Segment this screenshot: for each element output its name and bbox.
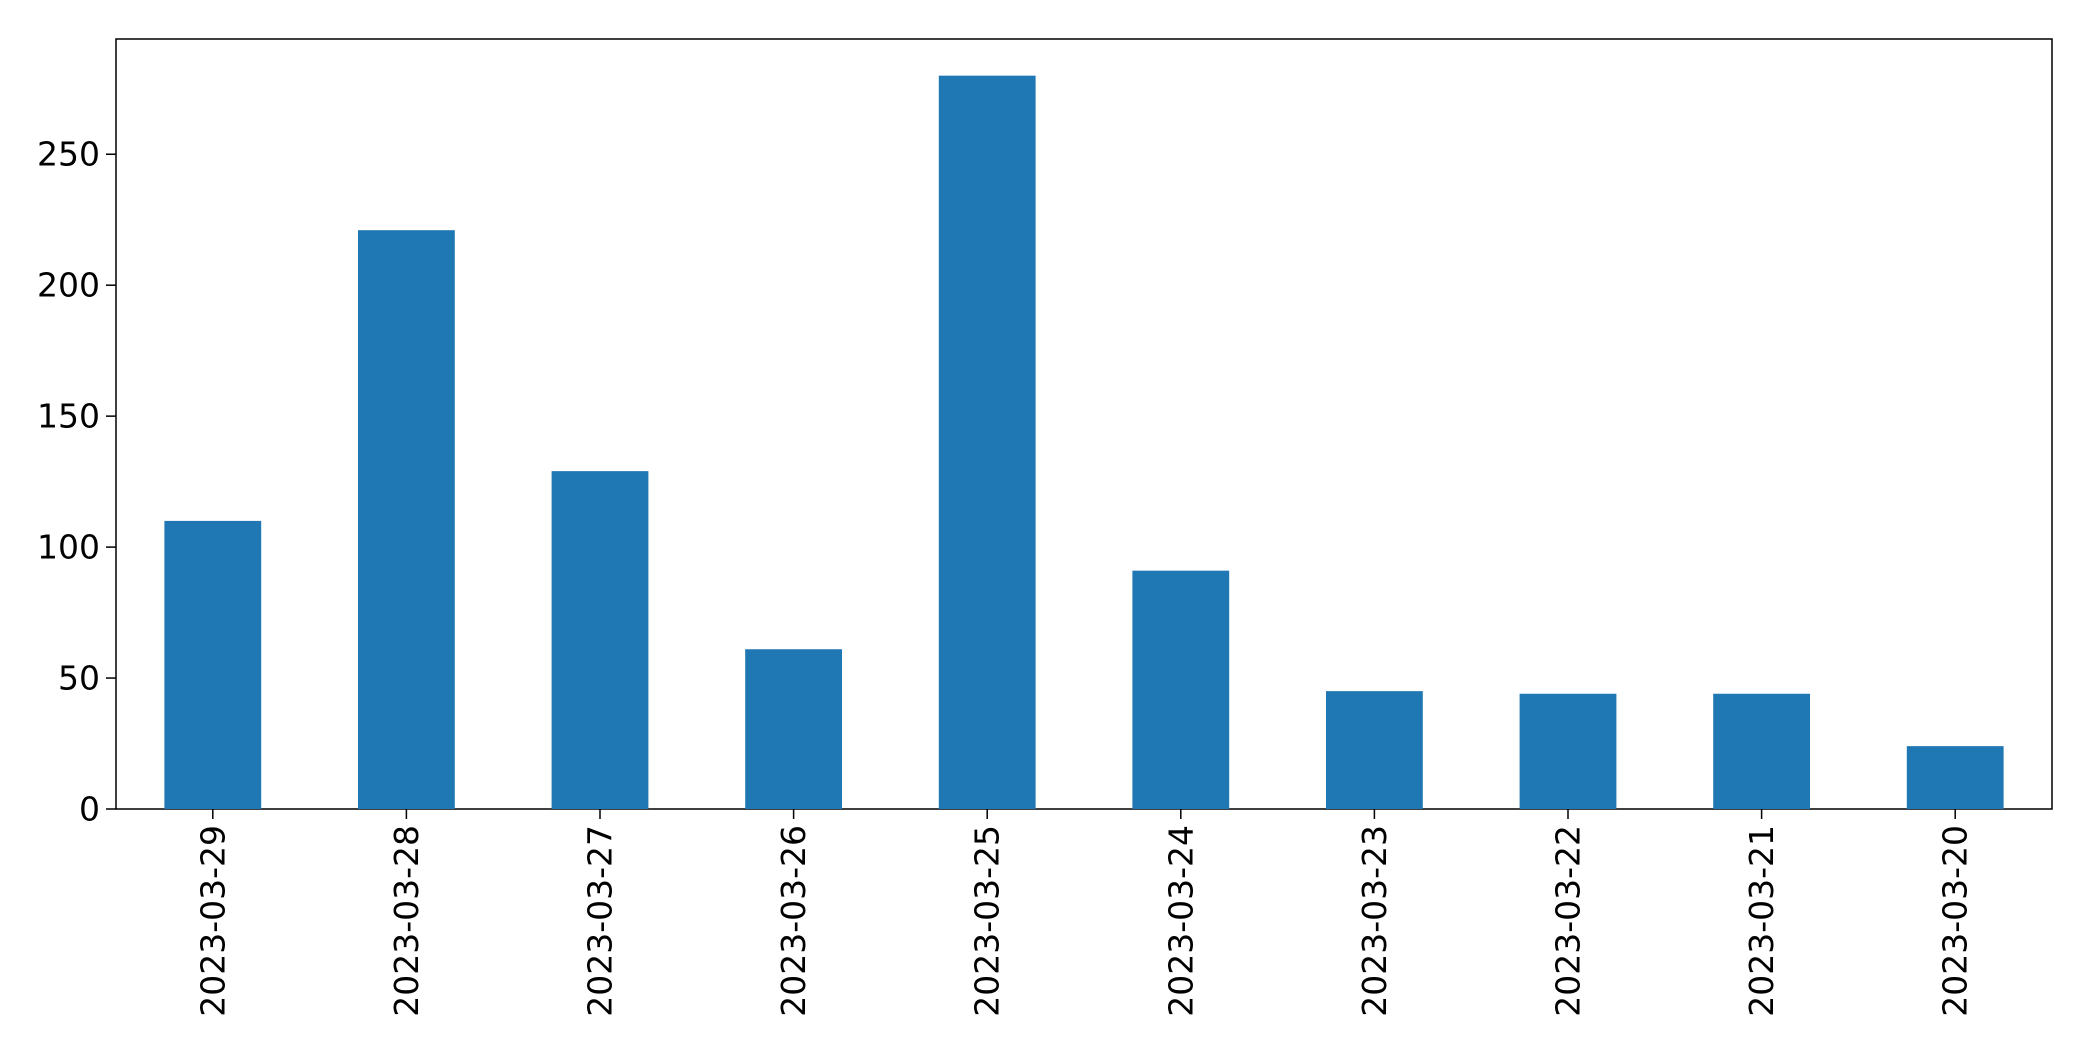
x-tick-label: 2023-03-24 <box>1161 825 1200 1017</box>
bar-2023-03-20 <box>1906 746 2004 809</box>
y-tick-label: 200 <box>37 266 100 305</box>
x-tick-label: 2023-03-21 <box>1742 825 1781 1017</box>
x-tick-label: 2023-03-23 <box>1355 825 1394 1017</box>
x-tick-label: 2023-03-25 <box>968 825 1007 1017</box>
x-tick-label: 2023-03-26 <box>774 825 813 1017</box>
bar-2023-03-22 <box>1519 693 1617 809</box>
plot-area-frame <box>115 38 2053 810</box>
x-tick-label: 2023-03-22 <box>1549 825 1588 1017</box>
bar-2023-03-27 <box>551 471 649 809</box>
bar-2023-03-25 <box>938 75 1036 809</box>
y-tick-label: 50 <box>58 659 100 698</box>
y-tick-label: 150 <box>37 397 100 436</box>
bar-2023-03-21 <box>1713 693 1810 809</box>
bar-2023-03-26 <box>745 649 842 809</box>
x-axis: 2023-03-29 2023-03-28 2023-03-27 2023-03-26… <box>193 809 1975 1017</box>
y-axis: 0 50 100 150 200 250 <box>37 135 116 829</box>
y-tick-label: 100 <box>37 528 100 567</box>
bar-2023-03-28 <box>358 230 455 809</box>
x-tick-label: 2023-03-29 <box>193 825 232 1017</box>
bar-2023-03-29 <box>164 520 262 809</box>
bar-2023-03-24 <box>1132 570 1230 809</box>
y-tick-label: 0 <box>79 790 100 829</box>
y-tick-label: 250 <box>37 135 100 174</box>
bar-2023-03-23 <box>1326 691 1423 809</box>
x-tick-label: 2023-03-20 <box>1936 825 1975 1017</box>
bars-group <box>164 75 2004 809</box>
x-tick-label: 2023-03-27 <box>581 825 620 1017</box>
x-tick-label: 2023-03-28 <box>387 825 426 1017</box>
